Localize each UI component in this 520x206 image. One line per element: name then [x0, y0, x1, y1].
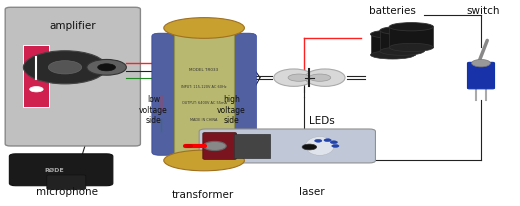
Circle shape: [30, 87, 43, 92]
Circle shape: [98, 64, 115, 71]
Ellipse shape: [309, 75, 331, 82]
FancyBboxPatch shape: [203, 133, 237, 160]
Text: RØDE: RØDE: [44, 167, 64, 172]
Circle shape: [203, 142, 226, 151]
FancyBboxPatch shape: [47, 175, 86, 190]
Circle shape: [48, 61, 82, 75]
Ellipse shape: [306, 137, 334, 156]
Circle shape: [472, 60, 490, 68]
Ellipse shape: [274, 70, 314, 87]
Ellipse shape: [380, 48, 424, 56]
Bar: [370, 35, 415, 56]
Text: amplifier: amplifier: [49, 21, 96, 30]
Circle shape: [330, 141, 337, 144]
FancyBboxPatch shape: [225, 34, 256, 156]
Ellipse shape: [370, 31, 415, 39]
FancyBboxPatch shape: [199, 129, 375, 163]
FancyBboxPatch shape: [467, 63, 495, 89]
Text: microphone: microphone: [36, 186, 98, 196]
Circle shape: [185, 145, 193, 148]
Text: transformer: transformer: [172, 190, 234, 199]
Ellipse shape: [380, 27, 424, 35]
Text: batteries: batteries: [369, 6, 416, 16]
Circle shape: [302, 144, 317, 150]
Ellipse shape: [164, 150, 244, 171]
Circle shape: [324, 139, 331, 142]
FancyBboxPatch shape: [152, 34, 183, 156]
Text: OUTPUT: 6400V AC 55mA: OUTPUT: 6400V AC 55mA: [181, 101, 227, 105]
Circle shape: [332, 145, 339, 148]
Bar: [389, 28, 434, 48]
Text: high
voltage
side: high voltage side: [217, 95, 246, 124]
Ellipse shape: [370, 52, 415, 60]
Text: MADE IN CHINA: MADE IN CHINA: [190, 117, 218, 122]
Bar: [234, 134, 270, 159]
Text: low
voltage
side: low voltage side: [139, 95, 168, 124]
Bar: [174, 33, 234, 157]
Bar: [380, 31, 424, 52]
Circle shape: [87, 60, 126, 76]
Circle shape: [23, 52, 107, 84]
Text: MODEL TR033: MODEL TR033: [189, 68, 219, 72]
Ellipse shape: [288, 75, 310, 82]
Ellipse shape: [389, 44, 434, 52]
Text: switch: switch: [467, 6, 500, 16]
Bar: [23, 45, 49, 107]
Ellipse shape: [164, 19, 244, 39]
Circle shape: [315, 140, 322, 143]
Ellipse shape: [389, 23, 434, 32]
Text: LEDs: LEDs: [309, 115, 335, 125]
Ellipse shape: [305, 70, 345, 87]
FancyBboxPatch shape: [9, 154, 113, 186]
Text: laser: laser: [299, 186, 325, 196]
Text: INPUT: 115-120V AC 60Hz: INPUT: 115-120V AC 60Hz: [181, 84, 227, 89]
FancyBboxPatch shape: [5, 8, 140, 146]
